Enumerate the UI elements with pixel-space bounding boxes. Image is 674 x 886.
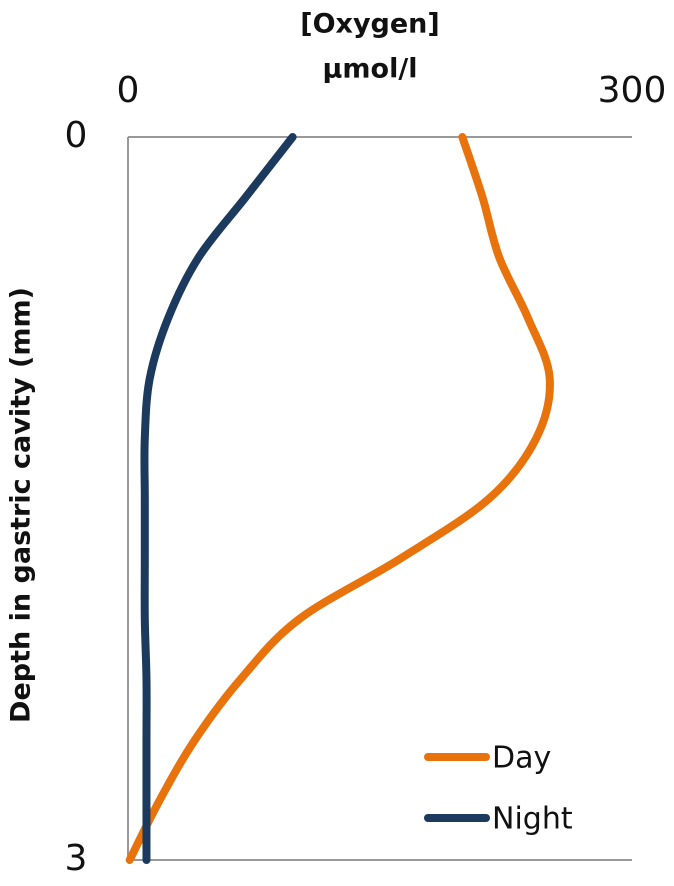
data-line: [125, 133, 554, 864]
x-tick-label: 300: [598, 70, 667, 111]
x-axis-label: [Oxygen]: [300, 9, 440, 40]
y-tick-label: 3: [65, 838, 88, 879]
y-tick-label: 0: [65, 115, 88, 156]
legend-label: Day: [492, 741, 551, 776]
data-line: [140, 133, 297, 864]
y-axis-label: Depth in gastric cavity (mm): [6, 287, 37, 723]
legend-label: Night: [492, 802, 573, 837]
x-tick-label: 0: [117, 70, 140, 111]
x-axis-label: µmol/l: [323, 54, 418, 85]
